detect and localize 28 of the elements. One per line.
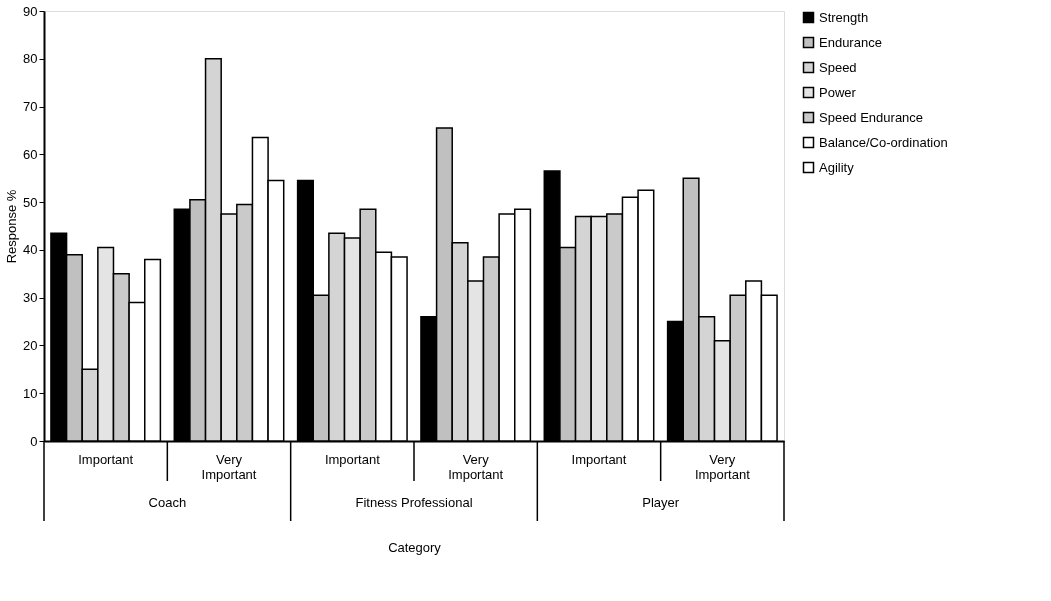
legend-label: Speed Endurance xyxy=(819,109,924,125)
legend-label: Strength xyxy=(819,9,869,25)
y-tick-label: 10 xyxy=(23,385,38,401)
x-tick-label: Very Important xyxy=(201,451,257,482)
y-tick-label: 60 xyxy=(23,146,38,162)
legend-label: Agility xyxy=(819,159,855,175)
x-tick-label: Important xyxy=(571,451,627,467)
x-axis-title: Category xyxy=(388,539,442,555)
y-tick-label: 90 xyxy=(23,3,38,19)
legend-label: Endurance xyxy=(819,34,882,50)
y-tick-label: 80 xyxy=(23,51,38,67)
x-tick-label: Very Important xyxy=(448,451,504,482)
text: Coach xyxy=(148,495,187,510)
legend-label: Power xyxy=(819,84,857,100)
y-tick-label: 20 xyxy=(23,337,38,353)
legend-label: Balance/Co-ordination xyxy=(819,134,948,150)
y-tick-label: 0 xyxy=(30,433,38,449)
y-tick-label: 40 xyxy=(23,242,38,258)
y-tick-label: 70 xyxy=(23,99,38,115)
text: Player xyxy=(642,495,680,510)
y-axis-title: Response % xyxy=(4,189,20,264)
y-tick-label: 30 xyxy=(23,290,38,306)
legend-label: Speed xyxy=(819,59,857,75)
x-tick-label: Important xyxy=(324,451,381,467)
x-tick-label: Very Important xyxy=(694,451,751,482)
text: Fitness Professional xyxy=(355,495,473,510)
y-tick-label: 50 xyxy=(23,194,38,210)
x-tick-label: Important xyxy=(78,451,134,467)
